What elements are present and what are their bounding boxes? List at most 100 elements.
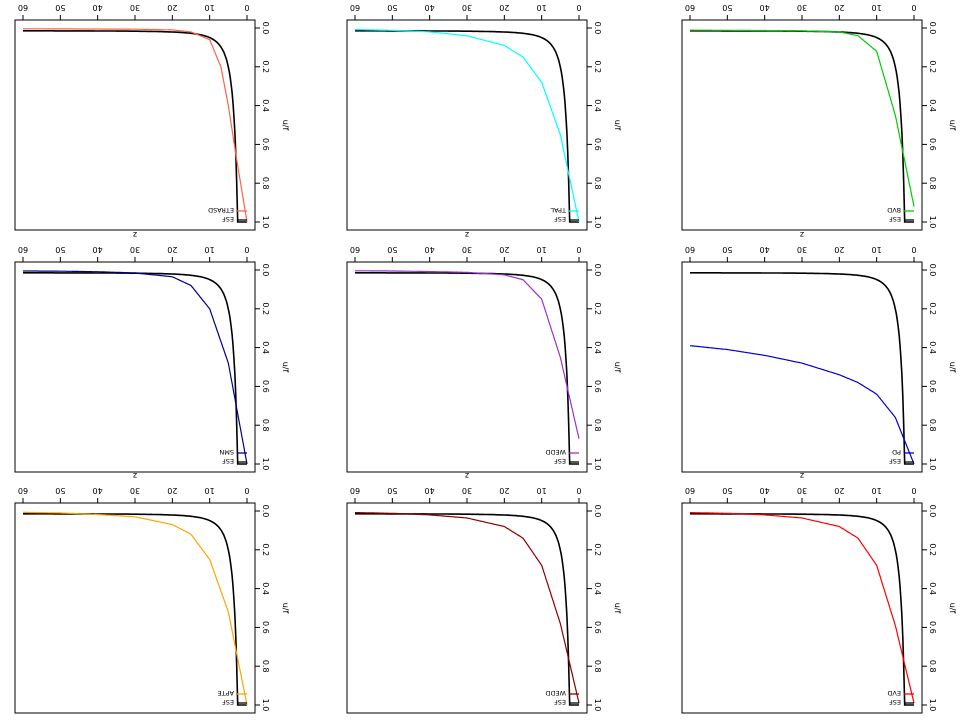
y-tick-label: 1.0	[928, 216, 937, 229]
y-tick-label: 0.0	[261, 22, 270, 35]
y-axis-label: u/f	[281, 362, 290, 373]
x-tick-label: 30	[130, 486, 140, 495]
y-tick-label: 0.8	[928, 660, 937, 673]
series-line-esf	[23, 30, 247, 223]
y-tick-label: 0.4	[928, 582, 937, 595]
y-tick-label: 0.6	[928, 621, 937, 634]
x-tick-label: 50	[55, 245, 65, 254]
x-tick-label: 20	[167, 245, 177, 254]
y-axis-label: u/f	[613, 603, 622, 614]
y-tick-label: 1.0	[593, 458, 602, 471]
x-tick-label: 60	[685, 486, 695, 495]
x-axis-label: z	[465, 230, 469, 239]
y-tick-label: 0.2	[261, 60, 270, 73]
x-tick-label: 0	[911, 486, 916, 495]
x-axis-label: z	[800, 230, 804, 239]
y-tick-label: 0.8	[593, 419, 602, 432]
x-tick-label: 20	[499, 3, 509, 12]
x-tick-label: 50	[55, 486, 65, 495]
y-tick-label: 0.0	[593, 264, 602, 277]
y-tick-label: 0.6	[593, 380, 602, 393]
chart-panel-1: 0 10 20 30 40 50 60 0.0 0.2 0.4 0.6 0.8 1.0 z u/f ESFEV…	[681, 471, 957, 714]
x-axis-label: z	[133, 230, 137, 239]
y-tick-label: 0.0	[261, 505, 270, 518]
legend-label-tpal: TPAL	[550, 206, 567, 214]
y-axis-label: u/f	[948, 362, 957, 373]
series-line-esf	[23, 513, 247, 706]
x-tick-label: 10	[872, 245, 882, 254]
x-tick-label: 0	[244, 486, 249, 495]
y-tick-label: 0.2	[928, 302, 937, 315]
y-tick-label: 0.0	[928, 264, 937, 277]
y-tick-label: 0.4	[928, 341, 937, 354]
x-tick-label: 0	[911, 3, 916, 12]
x-tick-label: 10	[537, 3, 547, 12]
x-tick-label: 10	[205, 245, 215, 254]
plot-frame	[681, 502, 923, 714]
x-axis-label: z	[465, 471, 469, 480]
legend-label-esf: ESF	[889, 698, 901, 706]
y-tick-label: 1.0	[928, 699, 937, 712]
plot-frame	[14, 261, 256, 473]
y-tick-label: 1.0	[261, 699, 270, 712]
x-tick-label: 50	[722, 245, 732, 254]
y-tick-label: 1.0	[261, 216, 270, 229]
series-line-apte	[23, 511, 248, 706]
x-tick-label: 40	[93, 245, 103, 254]
y-tick-label: 0.2	[261, 302, 270, 315]
legend-label-esf: ESF	[222, 215, 234, 223]
y-tick-label: 0.6	[928, 138, 937, 151]
x-tick-label: 50	[387, 245, 397, 254]
y-tick-label: 0.4	[593, 582, 602, 595]
y-tick-label: 0.6	[261, 380, 270, 393]
x-tick-label: 60	[350, 245, 360, 254]
chart-panel-6: 0 10 20 30 40 50 60 0.0 0.2 0.4 0.6 0.8 1.0 z u/f ESFSM…	[14, 230, 290, 473]
y-tick-label: 0.2	[593, 302, 602, 315]
plot-frame	[681, 261, 923, 473]
series-line-esf	[690, 513, 914, 706]
series-line-esf	[690, 272, 914, 465]
y-tick-label: 0.6	[928, 380, 937, 393]
y-axis-label: u/f	[613, 362, 622, 373]
x-tick-label: 50	[722, 486, 732, 495]
legend-label-bvd: BVD	[887, 206, 901, 214]
x-tick-label: 30	[462, 245, 472, 254]
y-tick-label: 0.4	[593, 99, 602, 112]
x-tick-label: 0	[244, 245, 249, 254]
x-tick-label: 10	[537, 486, 547, 495]
series-line-etrasd	[23, 28, 248, 223]
legend-label-esf: ESF	[222, 457, 234, 465]
y-tick-label: 0.8	[261, 660, 270, 673]
x-tick-label: 0	[576, 3, 581, 12]
legend-label-esf: ESF	[554, 698, 566, 706]
y-tick-label: 0.0	[928, 22, 937, 35]
chart-panel-5: 0 10 20 30 40 50 60 0.0 0.2 0.4 0.6 0.8 1.0 z u/f ESFWE…	[346, 230, 622, 473]
x-tick-label: 0	[244, 3, 249, 12]
y-tick-label: 0.4	[261, 341, 270, 354]
x-tick-label: 60	[685, 245, 695, 254]
x-tick-label: 0	[911, 245, 916, 254]
y-tick-label: 0.6	[593, 621, 602, 634]
x-tick-label: 40	[425, 3, 435, 12]
legend-label-apte: APTE	[218, 689, 234, 697]
x-tick-label: 40	[93, 486, 103, 495]
x-tick-label: 50	[722, 3, 732, 12]
series-line-esf	[355, 513, 579, 706]
x-tick-label: 10	[872, 3, 882, 12]
y-tick-label: 0.0	[593, 505, 602, 518]
x-tick-label: 20	[834, 245, 844, 254]
y-tick-label: 1.0	[928, 458, 937, 471]
x-tick-label: 30	[130, 3, 140, 12]
x-tick-label: 20	[499, 245, 509, 254]
y-tick-label: 0.2	[261, 543, 270, 556]
y-tick-label: 0.8	[593, 177, 602, 190]
x-tick-label: 30	[130, 245, 140, 254]
x-tick-label: 10	[872, 486, 882, 495]
x-tick-label: 50	[387, 486, 397, 495]
series-line-esf	[355, 30, 579, 223]
series-line-smn	[23, 270, 248, 465]
chart-panel-3: 0 10 20 30 40 50 60 0.0 0.2 0.4 0.6 0.8 1.0 z u/f ESFAP…	[14, 471, 290, 714]
series-line-evd	[690, 512, 915, 704]
y-tick-label: 0.2	[593, 60, 602, 73]
y-tick-label: 0.0	[261, 264, 270, 277]
